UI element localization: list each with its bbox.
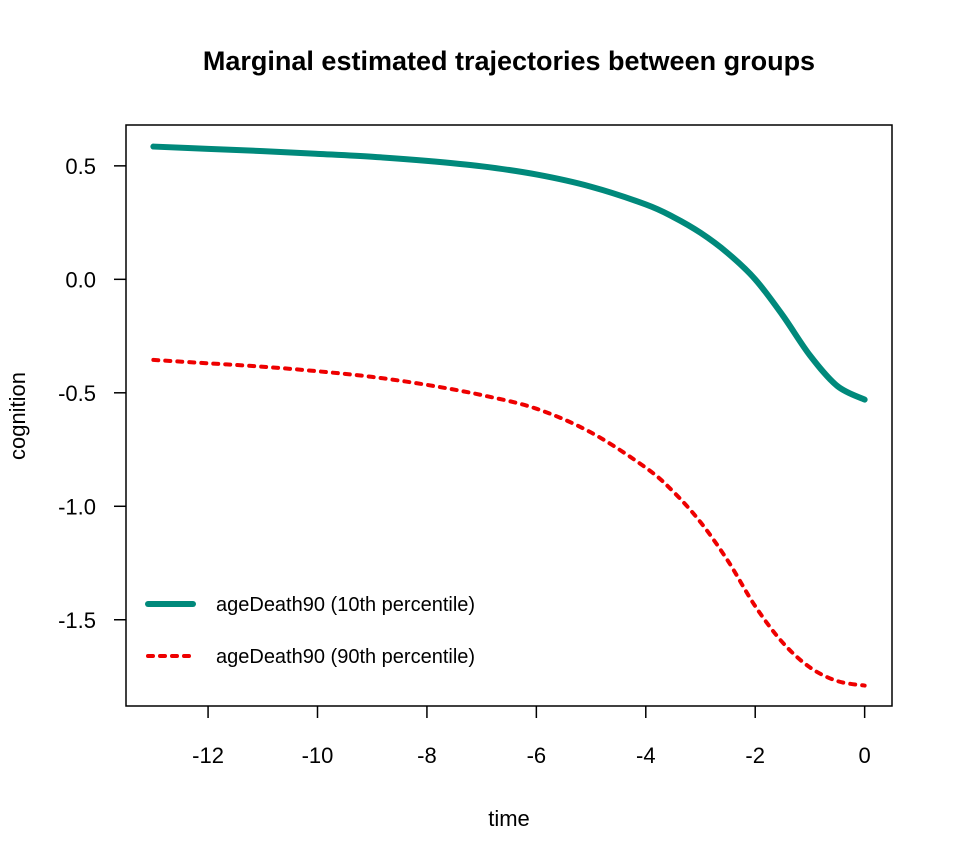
y-tick-label: 0.5 bbox=[65, 154, 96, 179]
x-tick-label: -6 bbox=[527, 743, 547, 768]
x-tick-label: 0 bbox=[859, 743, 871, 768]
x-tick-label: -10 bbox=[302, 743, 334, 768]
x-tick-label: -4 bbox=[636, 743, 656, 768]
series-line-p90 bbox=[151, 357, 867, 688]
y-tick-label: -0.5 bbox=[58, 381, 96, 406]
y-axis: 0.5 0.0 -0.5 -1.0 -1.5 bbox=[58, 154, 126, 633]
x-tick-label: -2 bbox=[745, 743, 765, 768]
y-tick-label: -1.5 bbox=[58, 608, 96, 633]
plot-frame bbox=[125, 124, 893, 707]
x-axis-title: time bbox=[488, 806, 530, 831]
x-tick-label: -12 bbox=[192, 743, 224, 768]
x-axis: -12 -10 -8 -6 -4 -2 0 bbox=[192, 706, 871, 768]
legend-label: ageDeath90 (90th percentile) bbox=[216, 646, 475, 668]
series-line-p10 bbox=[150, 143, 868, 403]
legend-label: ageDeath90 (10th percentile) bbox=[216, 594, 475, 616]
legend: ageDeath90 (10th percentile) ageDeath90 (… bbox=[145, 594, 475, 668]
x-tick-label: -8 bbox=[417, 743, 437, 768]
y-tick-label: 0.0 bbox=[65, 267, 96, 292]
y-tick-label: -1.0 bbox=[58, 494, 96, 519]
y-axis-title: cognition bbox=[5, 372, 30, 460]
series-layer bbox=[150, 143, 868, 688]
chart-title: Marginal estimated trajectories between … bbox=[203, 46, 815, 76]
